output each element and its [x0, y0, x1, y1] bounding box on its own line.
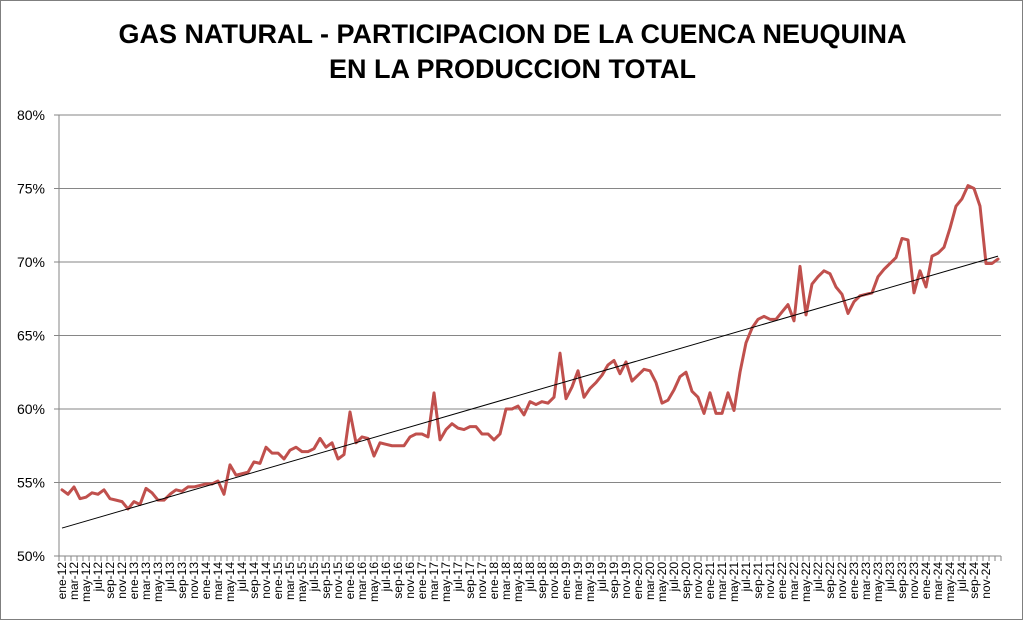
- x-tick-label: ene-13: [127, 562, 141, 600]
- x-tick-label: nov-12: [115, 562, 129, 599]
- x-tick-label: sep-18: [535, 562, 549, 599]
- x-tick-label: may-14: [223, 562, 237, 602]
- axes: [54, 114, 1002, 561]
- x-tick-label: jul-20: [667, 562, 681, 593]
- series-group: [60, 184, 1000, 529]
- x-tick-label: ene-23: [847, 562, 861, 600]
- x-tick-label: nov-19: [619, 562, 633, 599]
- x-tick-label: nov-17: [475, 562, 489, 599]
- x-tick-label: jul-15: [307, 562, 321, 593]
- y-tick-label: 60%: [17, 401, 45, 417]
- x-tick-label: ene-21: [703, 562, 717, 600]
- x-tick-label: sep-14: [247, 562, 261, 599]
- x-tick-label: nov-15: [331, 562, 345, 599]
- x-tick-label: nov-22: [835, 562, 849, 599]
- x-tick-label: may-15: [295, 562, 309, 602]
- y-axis-tick-labels: 50% 55% 60% 65% 70% 75% 80%: [17, 107, 45, 564]
- x-tick-label: nov-20: [691, 562, 705, 599]
- x-tick-label: may-17: [439, 562, 453, 602]
- x-tick-label: may-21: [727, 562, 741, 602]
- x-tick-label: mar-14: [211, 562, 225, 600]
- x-tick-label: sep-13: [175, 562, 189, 599]
- x-tick-label: mar-16: [355, 562, 369, 600]
- x-tick-label: sep-24: [967, 562, 981, 599]
- y-tick-label: 70%: [17, 254, 45, 270]
- x-tick-label: mar-17: [427, 562, 441, 600]
- x-tick-label: ene-12: [55, 562, 69, 600]
- x-tick-label: may-19: [583, 562, 597, 602]
- x-tick-label: jul-18: [523, 562, 537, 593]
- x-tick-label: mar-13: [139, 562, 153, 600]
- x-tick-label: nov-18: [547, 562, 561, 599]
- x-tick-label: may-23: [871, 562, 885, 602]
- x-tick-label: may-24: [943, 562, 957, 602]
- x-tick-label: mar-20: [643, 562, 657, 600]
- chart-title: GAS NATURAL - PARTICIPACION DE LA CUENCA…: [1, 17, 1022, 87]
- x-tick-label: ene-22: [775, 562, 789, 600]
- x-tick-label: jul-22: [811, 562, 825, 593]
- gridlines: [59, 114, 1001, 483]
- y-tick-label: 80%: [17, 107, 45, 123]
- x-tick-label: jul-23: [883, 562, 897, 593]
- x-tick-label: ene-19: [559, 562, 573, 600]
- x-tick-label: jul-21: [739, 562, 753, 593]
- x-tick-label: nov-14: [259, 562, 273, 599]
- x-tick-label: may-16: [367, 562, 381, 602]
- x-tick-label: sep-23: [895, 562, 909, 599]
- x-tick-label: may-22: [799, 562, 813, 602]
- x-tick-label: nov-24: [979, 562, 993, 599]
- x-tick-label: jul-24: [955, 562, 969, 593]
- x-tick-label: may-18: [511, 562, 525, 602]
- x-tick-label: may-20: [655, 562, 669, 602]
- x-tick-label: jul-12: [91, 562, 105, 593]
- y-tick-label: 75%: [17, 181, 45, 197]
- series-line-participacion: [60, 184, 1000, 511]
- x-tick-label: mar-18: [499, 562, 513, 600]
- x-tick-label: mar-21: [715, 562, 729, 600]
- x-tick-label: jul-16: [379, 562, 393, 593]
- x-tick-label: sep-16: [391, 562, 405, 599]
- x-tick-label: ene-18: [487, 562, 501, 600]
- x-tick-label: nov-16: [403, 562, 417, 599]
- trend-line: [61, 255, 999, 529]
- x-tick-label: sep-21: [751, 562, 765, 599]
- chart-title-line-1: GAS NATURAL - PARTICIPACION DE LA CUENCA…: [118, 19, 907, 49]
- x-tick-label: ene-24: [919, 562, 933, 600]
- x-tick-label: ene-16: [343, 562, 357, 600]
- x-tick-label: sep-17: [463, 562, 477, 599]
- x-tick-label: nov-21: [763, 562, 777, 599]
- x-tick-label: sep-22: [823, 562, 837, 599]
- x-tick-label: ene-20: [631, 562, 645, 600]
- x-tick-label: jul-19: [595, 562, 609, 593]
- x-tick-label: mar-24: [931, 562, 945, 600]
- x-axis-tick-labels: ene-12mar-12may-12jul-12sep-12nov-12ene-…: [55, 562, 993, 602]
- x-tick-label: sep-12: [103, 562, 117, 599]
- x-tick-label: may-12: [79, 562, 93, 602]
- x-tick-label: jul-17: [451, 562, 465, 593]
- x-tick-label: may-13: [151, 562, 165, 602]
- x-tick-label: ene-14: [199, 562, 213, 600]
- x-tick-label: sep-20: [679, 562, 693, 599]
- x-tick-label: sep-15: [319, 562, 333, 599]
- x-tick-label: mar-19: [571, 562, 585, 600]
- y-tick-label: 50%: [17, 548, 45, 564]
- x-tick-label: sep-19: [607, 562, 621, 599]
- x-tick-label: mar-12: [67, 562, 81, 600]
- y-tick-label: 65%: [17, 328, 45, 344]
- x-tick-label: nov-23: [907, 562, 921, 599]
- x-tick-label: mar-15: [283, 562, 297, 600]
- x-tick-label: ene-17: [415, 562, 429, 600]
- y-tick-label: 55%: [17, 475, 45, 491]
- x-tick-label: jul-13: [163, 562, 177, 593]
- x-tick-label: jul-14: [235, 562, 249, 593]
- x-tick-label: mar-23: [859, 562, 873, 600]
- x-tick-label: nov-13: [187, 562, 201, 599]
- x-tick-label: ene-15: [271, 562, 285, 600]
- x-tick-label: mar-22: [787, 562, 801, 600]
- chart-title-line-2: EN LA PRODUCCION TOTAL: [329, 54, 696, 84]
